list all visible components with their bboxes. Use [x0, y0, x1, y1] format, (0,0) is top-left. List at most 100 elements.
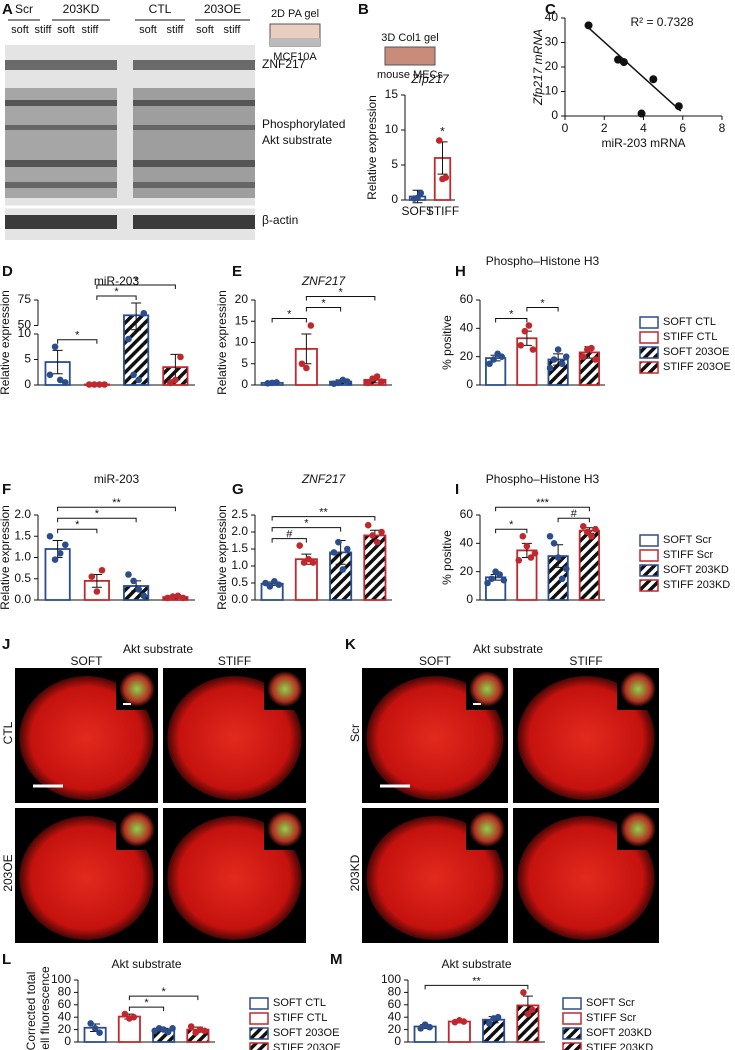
label: 2D PA gel — [271, 8, 319, 20]
point — [369, 532, 376, 539]
point — [135, 586, 142, 593]
label: STIFF CTL — [663, 331, 717, 343]
label: SOFT CTL — [663, 316, 716, 328]
point — [524, 1010, 532, 1018]
label: 10 — [385, 122, 399, 136]
label: Phospho–Histone H3 — [486, 472, 600, 486]
point — [554, 346, 562, 353]
point — [485, 1020, 493, 1027]
label: stiff — [82, 24, 100, 36]
inset — [469, 811, 505, 847]
label: SOFT Scr — [586, 997, 635, 1009]
label: 80 — [388, 985, 402, 999]
significance-bracket — [495, 318, 528, 323]
label: stiff — [35, 24, 53, 36]
significance-bracket — [128, 995, 199, 1001]
bar — [363, 534, 387, 601]
point — [579, 523, 587, 530]
inset — [469, 671, 505, 707]
label: 2 — [601, 121, 608, 135]
label: STIFF 203KD — [586, 1042, 653, 1050]
label: 0.0 — [14, 592, 31, 606]
point — [529, 1006, 536, 1014]
label: 60 — [460, 292, 474, 306]
label: 203KD — [348, 854, 362, 891]
label: 203OE — [1, 854, 15, 891]
point — [515, 557, 523, 564]
label: # — [286, 529, 293, 541]
point — [273, 379, 280, 386]
legend-swatch — [249, 1027, 269, 1040]
label: * — [338, 286, 343, 298]
label: Relative expression — [0, 290, 12, 395]
inset — [620, 671, 656, 707]
label: CTL — [149, 2, 172, 16]
label: SOFT 203OE — [273, 1027, 339, 1039]
label: soft — [57, 24, 75, 36]
label: 40 — [58, 1009, 72, 1023]
label: 20 — [460, 349, 474, 363]
point — [51, 556, 59, 563]
label: 20 — [235, 292, 249, 306]
label: 20 — [388, 1022, 402, 1036]
point — [169, 593, 177, 600]
significance-bracket — [271, 527, 342, 532]
label: 1.5 — [231, 541, 248, 555]
significance-bracket — [57, 339, 98, 344]
label: 0 — [562, 121, 569, 135]
gel-icon — [384, 46, 436, 66]
label: 0.5 — [231, 575, 248, 589]
point — [307, 322, 315, 329]
label: Akt substrate — [111, 957, 181, 971]
label: * — [114, 286, 119, 298]
point — [140, 592, 148, 600]
label: CTL — [1, 721, 15, 744]
label: 0 — [391, 192, 398, 206]
point — [550, 356, 558, 363]
label: stiff — [224, 24, 242, 36]
bar — [447, 1020, 471, 1043]
point — [61, 541, 69, 549]
point — [517, 342, 525, 349]
label: SOFT — [402, 204, 435, 218]
label: 40 — [545, 10, 559, 24]
point — [166, 379, 174, 387]
point — [344, 545, 351, 553]
label: ** — [319, 507, 328, 519]
point — [378, 378, 385, 385]
label: SOFT 203KD — [586, 1027, 652, 1039]
point — [130, 371, 137, 379]
label: 5 — [241, 356, 248, 370]
label: Phosphorylated — [262, 117, 345, 131]
label: STIFF CTL — [273, 1012, 327, 1024]
point — [46, 371, 54, 379]
inset — [119, 811, 155, 847]
label: 6 — [679, 121, 686, 135]
label: * — [134, 275, 139, 287]
point — [674, 102, 683, 111]
point — [592, 525, 599, 533]
point — [298, 360, 306, 368]
significance-bracket — [495, 506, 590, 512]
legend-swatch — [639, 331, 659, 344]
label: J — [2, 636, 10, 653]
point — [525, 322, 533, 329]
label: Scr — [348, 724, 362, 742]
label: 0.0 — [231, 592, 248, 606]
point — [562, 565, 570, 573]
point — [529, 346, 537, 353]
label: 20 — [58, 1022, 72, 1036]
label: 5 — [391, 157, 398, 171]
point — [121, 1010, 129, 1018]
significance-bracket — [424, 984, 529, 990]
label: 10 — [18, 326, 32, 340]
label: 30 — [545, 35, 559, 49]
point — [262, 579, 269, 587]
label: 1.0 — [231, 558, 248, 572]
point — [125, 335, 132, 343]
label: * — [440, 125, 445, 139]
label: * — [75, 519, 80, 531]
point — [56, 376, 64, 384]
label: ** — [112, 497, 121, 509]
